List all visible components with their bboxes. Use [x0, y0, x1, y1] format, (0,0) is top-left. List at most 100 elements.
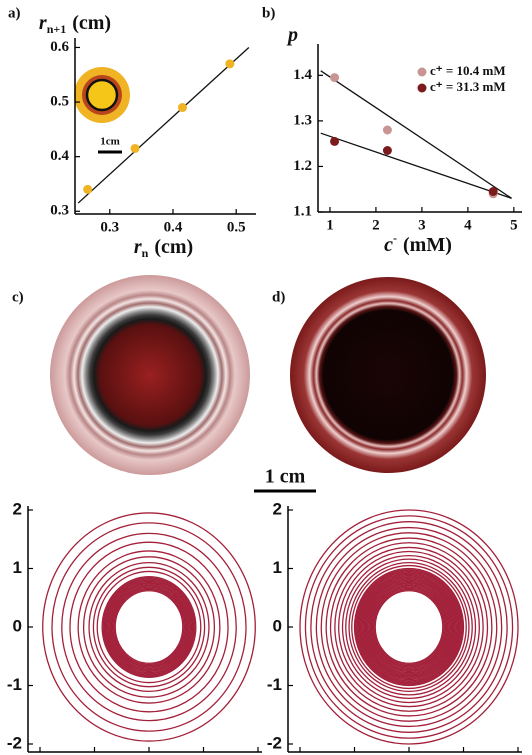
y-tick-label: 2 [273, 499, 282, 518]
ring [326, 538, 492, 716]
x-axis-label-text: c [384, 234, 393, 256]
y-tick-label: 0.3 [50, 203, 69, 219]
y-tick-label: -1 [267, 675, 282, 694]
y-tick-label: 0.5 [50, 94, 69, 110]
point [383, 146, 392, 155]
y-tick-label: 1.2 [293, 158, 312, 174]
x-tick-label: 5 [510, 217, 518, 233]
x-axis-label-sub: n [142, 246, 149, 260]
y-tick-label: -2 [267, 733, 282, 752]
ring [115, 591, 183, 664]
legend-label: c⁺ = 31.3 mM [430, 79, 506, 94]
y-axis-label: p [286, 24, 298, 46]
x-axis-label: rn (cm) [134, 236, 193, 260]
point [225, 59, 234, 68]
ring [110, 585, 188, 669]
figure: c) d) 1 cm 1cm a)0.30.40.50.30.40.50.6rn… [0, 0, 532, 755]
ring [112, 587, 186, 667]
panel-label: c) [12, 289, 24, 305]
ring [372, 587, 446, 667]
x-tick-label: 1 [326, 217, 334, 233]
ring [365, 580, 452, 674]
ring [103, 578, 195, 676]
inset-core [87, 80, 117, 110]
ring [369, 584, 450, 671]
ring [373, 588, 445, 665]
ring [78, 551, 220, 703]
panel-label: b) [262, 5, 275, 21]
point [383, 126, 392, 135]
ring [362, 577, 456, 678]
point [330, 137, 339, 146]
y-tick-label: 1 [273, 558, 282, 577]
y-tick-label: 0.6 [50, 39, 69, 55]
x-tick-label: 3 [418, 217, 426, 233]
x-tick-label: 2 [372, 217, 380, 233]
ring [114, 590, 184, 665]
ring [111, 586, 187, 668]
y-axis-label-sub: n+1 [47, 22, 67, 36]
inset-scale-label: 1cm [100, 136, 120, 148]
ring [375, 591, 443, 664]
ring [52, 523, 246, 731]
y-axis-label-unit: (cm) [72, 12, 111, 34]
ring [364, 579, 453, 675]
ring [109, 584, 190, 671]
x-axis-label-unit: (mM) [403, 234, 452, 256]
x-axis-label-unit: (cm) [154, 236, 193, 258]
photo-c [50, 275, 250, 475]
legend-marker [418, 84, 427, 93]
fit-line [321, 133, 512, 198]
y-tick-label: 0 [273, 616, 282, 635]
panel-label: d) [272, 289, 285, 305]
ring [113, 588, 185, 665]
ring [370, 585, 448, 669]
ring [43, 513, 256, 741]
photo-d [290, 277, 486, 473]
legend-marker [418, 68, 427, 77]
ring [366, 581, 451, 672]
y-axis-label-text: r [39, 12, 47, 34]
ring [316, 528, 501, 727]
y-tick-label: 2 [13, 499, 22, 518]
x-tick-label: 0.5 [227, 219, 246, 235]
x-tick-label: 4 [464, 217, 472, 233]
y-tick-label: -1 [7, 675, 22, 694]
point [178, 103, 187, 112]
y-tick-label: 0.4 [50, 148, 69, 164]
ring [368, 583, 451, 672]
y-tick-label: 0 [13, 616, 22, 635]
point [489, 187, 498, 196]
y-tick-label: 1 [13, 558, 22, 577]
ring [105, 580, 192, 674]
ring [305, 516, 512, 738]
ring [363, 578, 455, 676]
panel-label: a) [8, 5, 21, 21]
y-tick-label: 1.3 [293, 112, 312, 128]
ring [62, 533, 236, 720]
ring [102, 577, 196, 678]
x-axis-label-sup: - [393, 231, 397, 245]
inset: 1cm [74, 67, 130, 152]
y-axis-label: rn+1 (cm) [39, 12, 111, 36]
ring [374, 590, 444, 665]
ring [321, 533, 496, 721]
x-tick-label: 0.3 [100, 219, 119, 235]
point [131, 144, 140, 153]
y-tick-label: -2 [7, 733, 22, 752]
ring [104, 579, 193, 675]
ring [108, 583, 191, 672]
legend-label: c⁺ = 10.4 mM [430, 63, 506, 78]
y-tick-label: 1.4 [293, 67, 312, 83]
point [330, 73, 339, 82]
ring [371, 586, 447, 668]
ring [311, 522, 507, 733]
x-axis-label-text: r [134, 236, 142, 258]
ring [106, 581, 191, 672]
scale-label: 1 cm [265, 466, 306, 488]
y-tick-label: 1.1 [293, 203, 312, 219]
ring [300, 510, 518, 744]
x-axis-label: c-(mM) [384, 231, 452, 256]
x-tick-label: 0.4 [164, 219, 183, 235]
point [83, 185, 92, 194]
